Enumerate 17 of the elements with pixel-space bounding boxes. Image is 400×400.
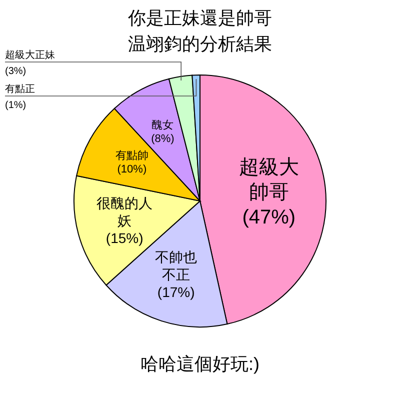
- slice-label: 超級大帥哥: [238, 156, 299, 204]
- slice-label: 超級大正妹: [5, 49, 55, 61]
- data-label: (8%): [151, 133, 174, 146]
- slice-label: 醜女: [152, 119, 174, 132]
- slice-label: 有點帥: [115, 150, 148, 162]
- data-label: (1%): [5, 100, 26, 111]
- data-label: (17%): [157, 284, 195, 300]
- slice-label: 很醜的人妖: [96, 194, 153, 228]
- data-label: (15%): [106, 230, 144, 246]
- slice-label: 有點正: [5, 83, 35, 95]
- data-label: (3%): [5, 66, 26, 77]
- chart-subtitle: 温翊鈞的分析結果: [128, 34, 272, 54]
- chart-title: 你是正妹還是帥哥: [127, 8, 272, 28]
- slice-label: 不帥也不正: [155, 248, 198, 282]
- data-label: (47%): [242, 206, 296, 229]
- text: 哈哈這個好玩:): [140, 354, 260, 374]
- data-label: (10%): [117, 163, 147, 176]
